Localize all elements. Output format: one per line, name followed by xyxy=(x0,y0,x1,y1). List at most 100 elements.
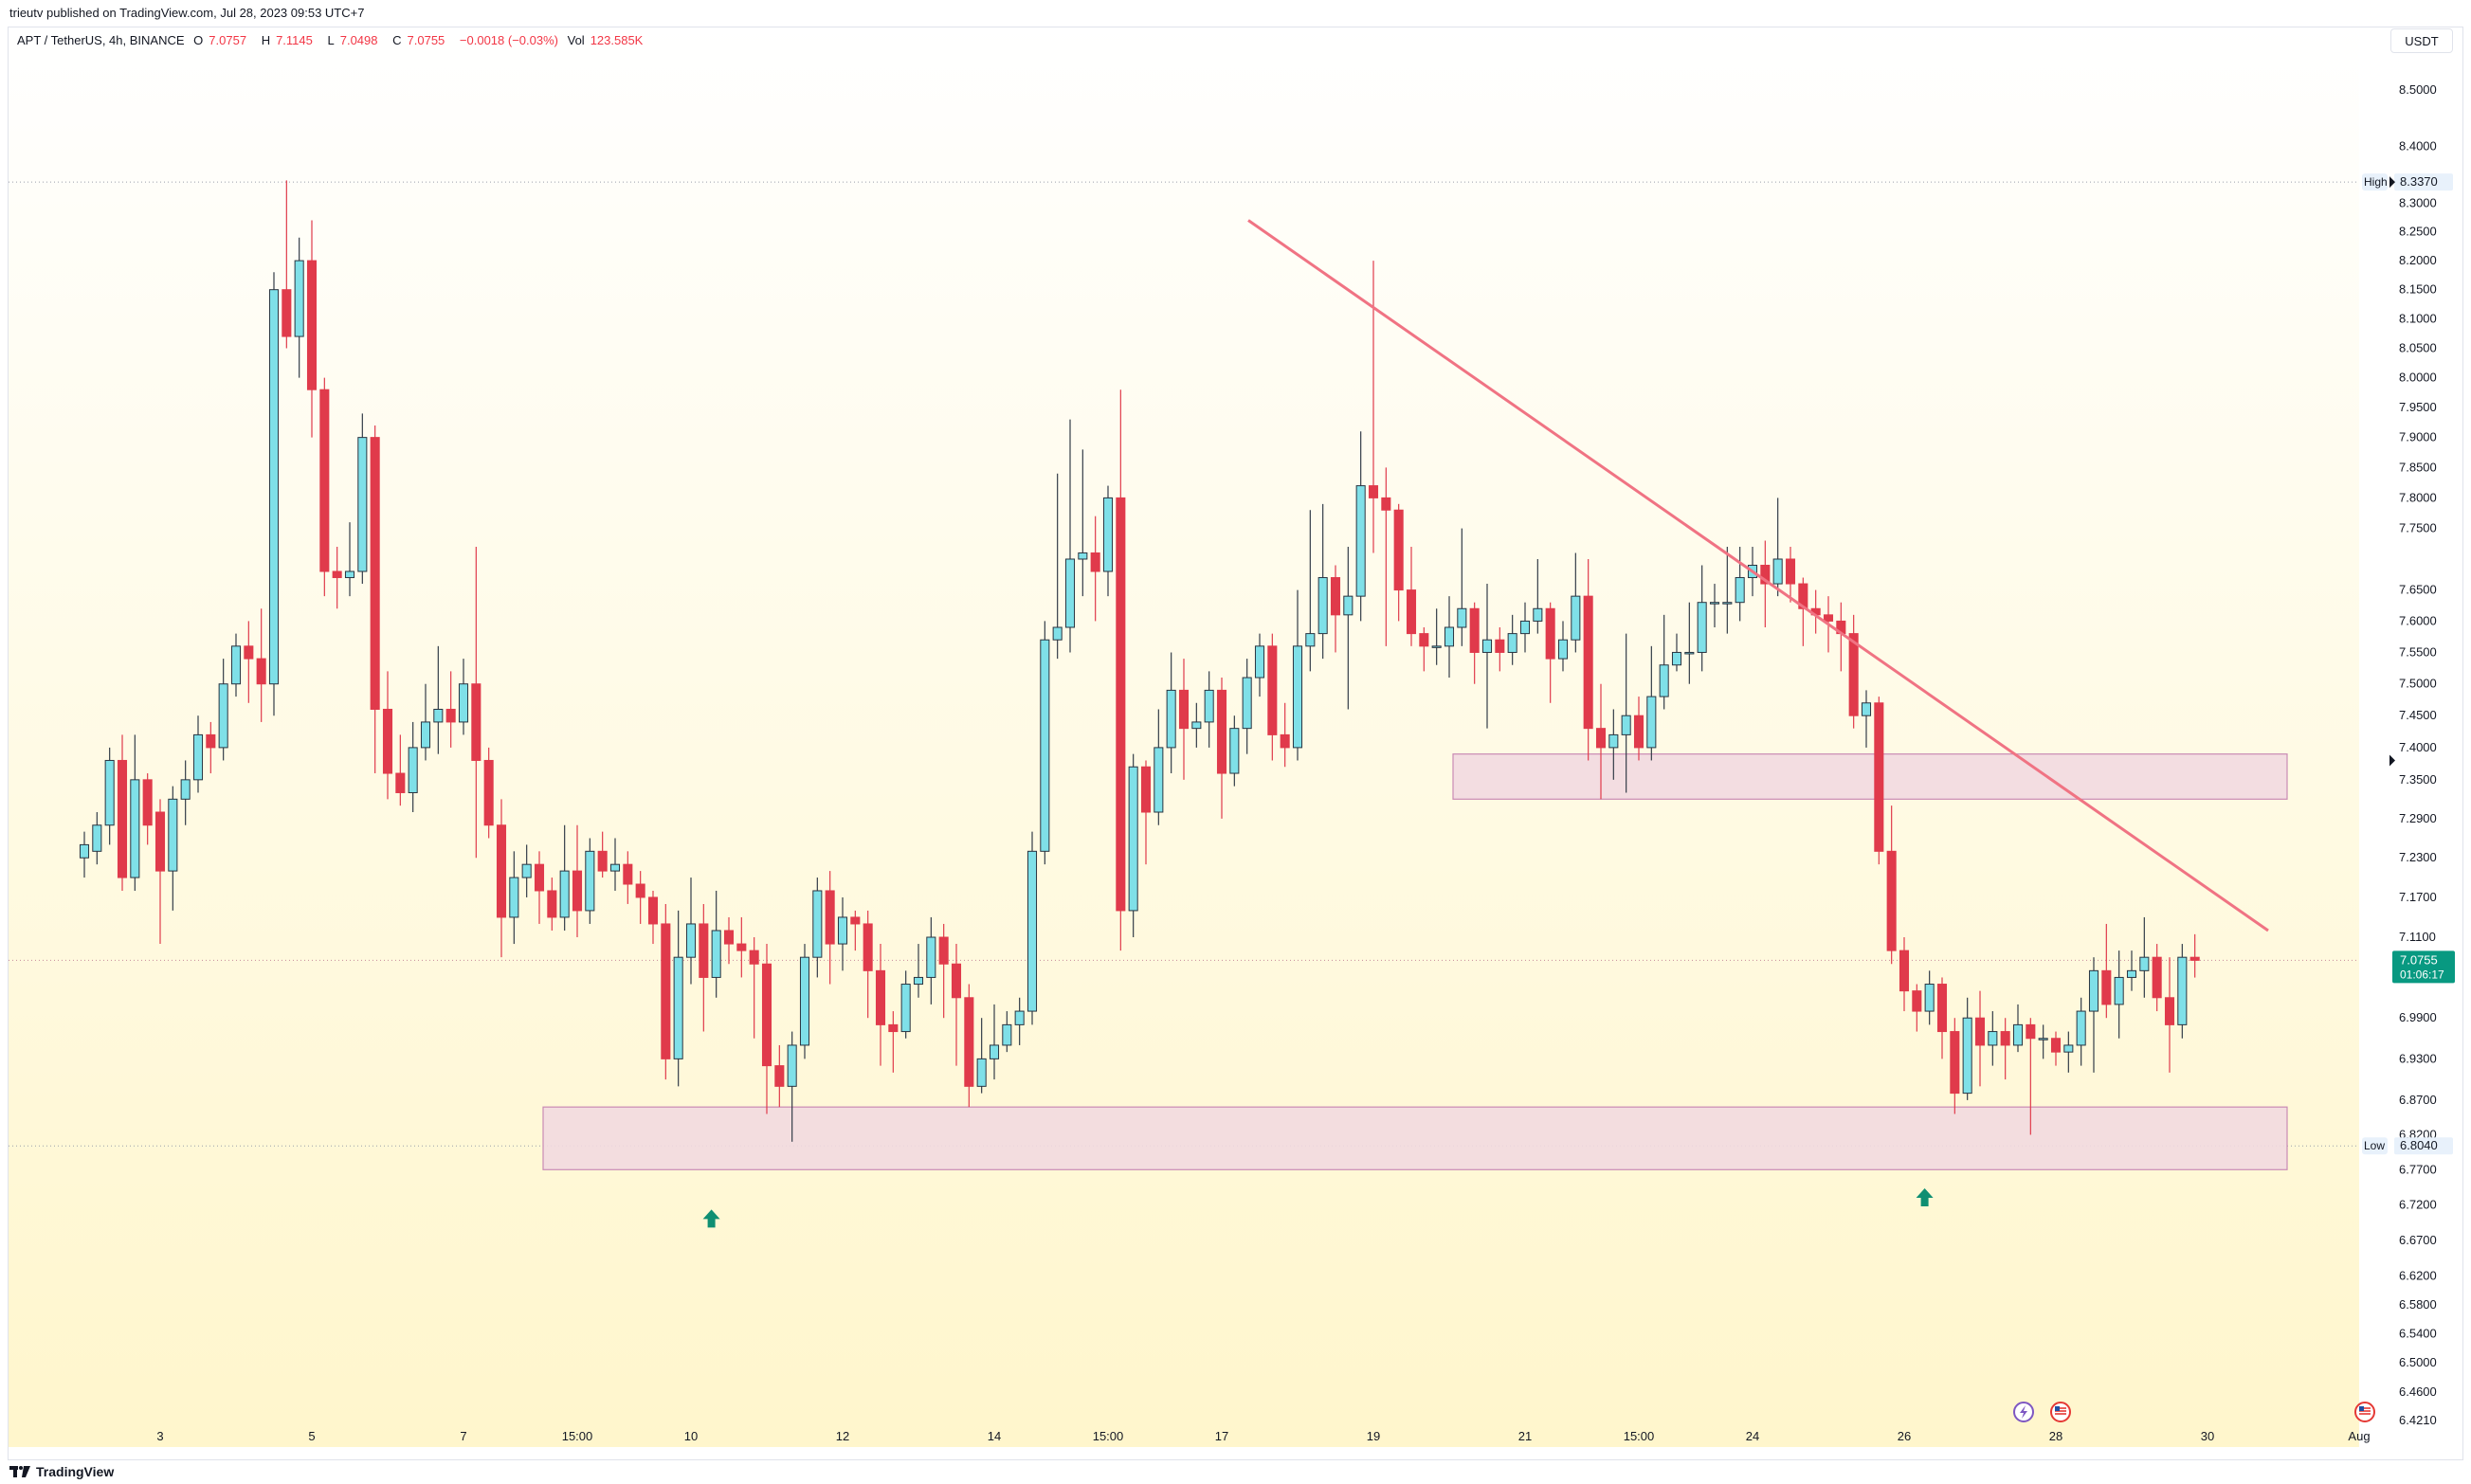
candle-body xyxy=(2126,969,2137,978)
candle xyxy=(2126,950,2137,991)
candle xyxy=(142,773,153,845)
candle xyxy=(1457,528,1467,646)
lightning-event-icon[interactable] xyxy=(2013,1402,2034,1422)
candle xyxy=(92,812,102,865)
candle-body xyxy=(964,997,974,1087)
candle-body xyxy=(1772,558,1783,585)
candle xyxy=(749,937,759,1039)
candle xyxy=(1583,558,1593,761)
candle xyxy=(989,1004,1000,1080)
candle-body xyxy=(1697,602,1707,653)
candle xyxy=(799,944,810,1059)
candle-body xyxy=(1078,552,1088,560)
candle xyxy=(2076,997,2086,1066)
candle xyxy=(723,916,735,965)
candle xyxy=(1659,614,1669,710)
high-marker-label: High xyxy=(2364,175,2388,189)
price-tick-label: 6.8700 xyxy=(2399,1093,2437,1107)
price-tick-label: 7.3500 xyxy=(2399,772,2437,787)
candle-body xyxy=(1709,602,1720,605)
candle xyxy=(585,838,595,924)
time-tick-label: 28 xyxy=(2049,1429,2062,1443)
price-tick-label: 8.2000 xyxy=(2399,253,2437,267)
candle xyxy=(218,659,228,761)
candle-body xyxy=(1166,689,1176,749)
candle xyxy=(483,747,494,839)
time-tick-label: 3 xyxy=(156,1429,163,1443)
candle-body xyxy=(1431,645,1442,648)
us-flag-event-icon[interactable] xyxy=(2050,1402,2071,1422)
candle-body xyxy=(976,1058,987,1087)
candle xyxy=(2189,933,2200,978)
candle xyxy=(1545,602,1555,703)
candle xyxy=(382,671,393,800)
candle-body xyxy=(1735,577,1745,604)
candle xyxy=(1785,546,1796,603)
footer-brand[interactable]: TradingView xyxy=(9,1462,114,1481)
candle-body xyxy=(1595,728,1607,749)
price-tick-label: 6.5800 xyxy=(2399,1297,2437,1312)
candle-body xyxy=(1962,1017,1972,1095)
time-tick-label: 19 xyxy=(1367,1429,1380,1443)
candle xyxy=(787,1031,797,1142)
high-marker-value: 8.3370 xyxy=(2400,174,2438,189)
candle xyxy=(938,923,949,1019)
high-value: 7.1145 xyxy=(276,33,313,47)
candle-body xyxy=(1444,626,1455,647)
candle-body xyxy=(1330,577,1341,616)
us-flag-event-icon[interactable] xyxy=(2354,1402,2375,1422)
candle xyxy=(2038,1024,2048,1059)
price-tick-label: 8.1500 xyxy=(2399,282,2437,297)
candle-body xyxy=(344,570,355,579)
time-tick-label: 15:00 xyxy=(1624,1429,1655,1443)
price-tick-label: 7.2300 xyxy=(2399,850,2437,864)
candle-body xyxy=(256,658,266,685)
candle xyxy=(180,760,191,825)
last-price-value: 7.0755 xyxy=(2400,952,2438,967)
candle-body xyxy=(1823,614,1834,622)
candle xyxy=(168,786,178,911)
price-tick-label: 7.8000 xyxy=(2399,490,2437,504)
candle-body xyxy=(2088,969,2099,1012)
price-tick-label: 7.7500 xyxy=(2399,521,2437,535)
candle xyxy=(1848,614,1859,729)
zone-support[interactable] xyxy=(542,1106,2288,1170)
candle-body xyxy=(408,747,418,793)
candle xyxy=(1128,753,1138,938)
candle xyxy=(1267,633,1278,761)
candle xyxy=(521,844,532,897)
price-tick-label: 7.6500 xyxy=(2399,583,2437,597)
candle-body xyxy=(1216,689,1227,774)
candle-body xyxy=(1064,558,1076,628)
currency-button[interactable]: USDT xyxy=(2390,28,2453,53)
candle xyxy=(306,220,318,438)
trendline[interactable] xyxy=(1247,219,2269,932)
candle-body xyxy=(559,870,570,918)
candle-body xyxy=(420,721,431,749)
candle-body xyxy=(723,930,735,945)
candle-body xyxy=(1090,552,1100,572)
low-label: L xyxy=(327,33,335,47)
candle-body xyxy=(2000,1031,2010,1046)
open-label: O xyxy=(193,33,204,47)
price-tick-label: 7.9000 xyxy=(2399,430,2437,444)
candle xyxy=(1002,1011,1012,1053)
price-tick-label: 6.4210 xyxy=(2399,1413,2437,1427)
zone-resistance[interactable] xyxy=(1452,753,2288,800)
candle xyxy=(1469,602,1480,684)
time-tick-label: 17 xyxy=(1215,1429,1228,1443)
price-tick-label: 6.7700 xyxy=(2399,1162,2437,1176)
candle-body xyxy=(2114,976,2124,1005)
symbol-label[interactable]: APT / TetherUS, 4h, BINANCE xyxy=(17,33,185,47)
candle xyxy=(1571,552,1581,653)
candle-body xyxy=(913,976,924,986)
time-tick-label: 15:00 xyxy=(562,1429,593,1443)
candle-body xyxy=(2177,956,2188,1025)
candle xyxy=(357,413,368,585)
candle xyxy=(1381,467,1391,646)
candle-body xyxy=(496,824,507,918)
candle xyxy=(130,734,140,891)
price-tick-label: 6.9300 xyxy=(2399,1051,2437,1065)
candle-body xyxy=(1533,607,1543,622)
